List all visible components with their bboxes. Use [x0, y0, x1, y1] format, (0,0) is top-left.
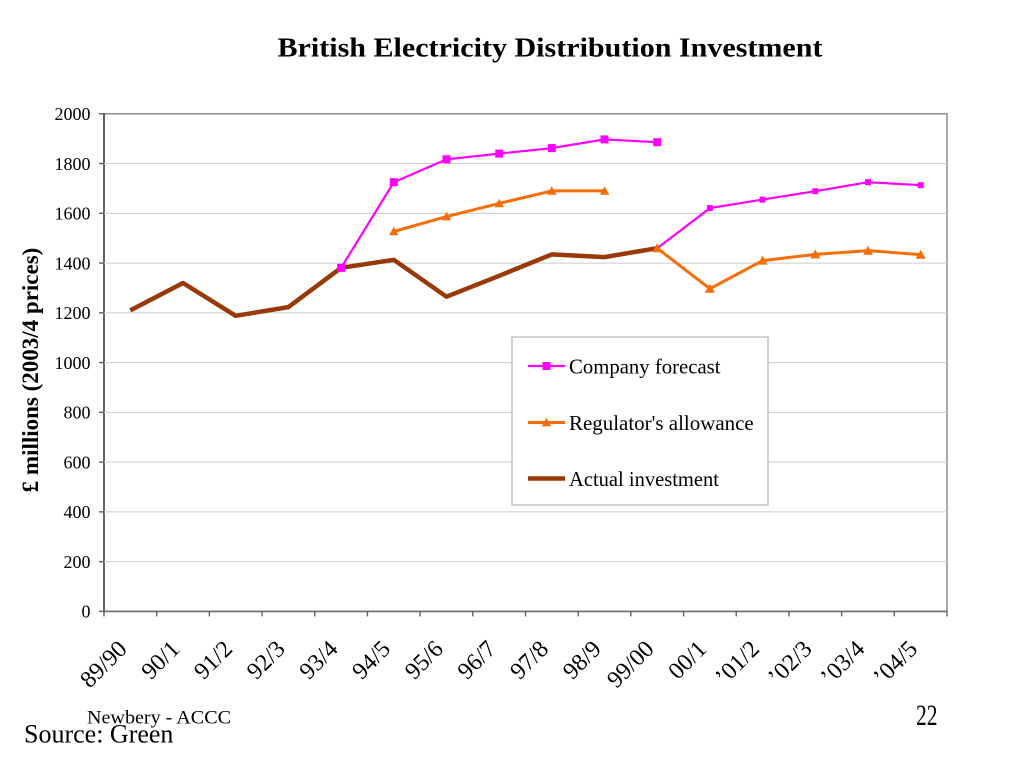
svg-text:1400: 1400 [55, 253, 91, 273]
svg-text:1800: 1800 [55, 154, 91, 174]
svg-text:British Electricity Distributi: British Electricity Distribution Investm… [278, 32, 823, 62]
svg-text:400: 400 [64, 502, 91, 522]
svg-text:22: 22 [916, 699, 938, 732]
svg-text:£ millions (2003/4 prices): £ millions (2003/4 prices) [18, 248, 43, 493]
svg-text:600: 600 [64, 452, 91, 472]
svg-text:Source: Green: Source: Green [24, 720, 173, 749]
svg-text:Newbery - ACCC: Newbery - ACCC [87, 709, 231, 729]
svg-text:Regulator's allowance: Regulator's allowance [569, 411, 754, 435]
svg-text:2000: 2000 [55, 104, 91, 124]
svg-text:800: 800 [64, 403, 91, 423]
svg-text:0: 0 [82, 602, 91, 622]
svg-text:1200: 1200 [55, 303, 91, 323]
svg-text:1600: 1600 [55, 204, 91, 224]
svg-text:1000: 1000 [55, 353, 91, 373]
svg-text:Company forecast: Company forecast [569, 355, 721, 379]
svg-text:200: 200 [64, 552, 91, 572]
svg-text:Actual investment: Actual investment [569, 467, 719, 491]
